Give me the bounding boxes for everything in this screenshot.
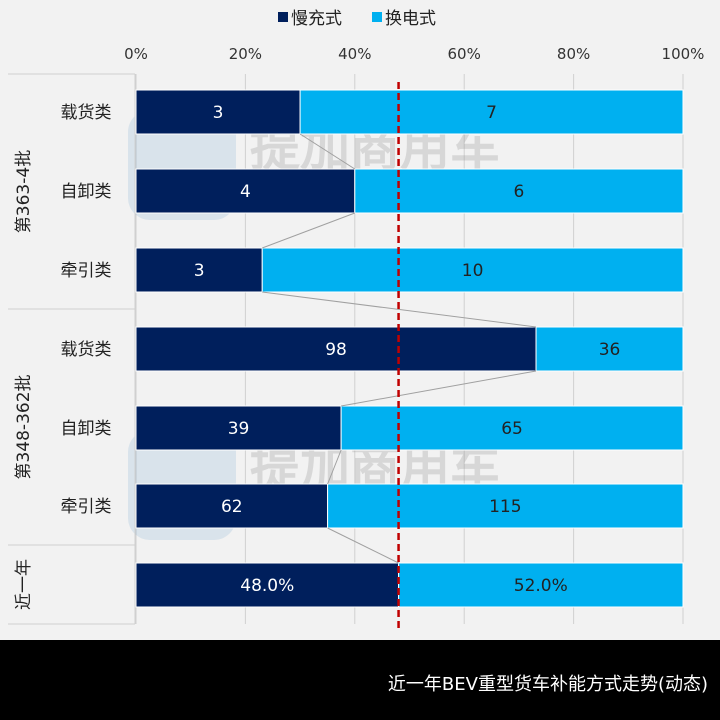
data-label-slow: 48.0% bbox=[240, 576, 294, 596]
bar-slow bbox=[135, 326, 537, 372]
x-tick-label: 80% bbox=[557, 45, 590, 63]
legend-label-slow: 慢充式 bbox=[291, 8, 342, 29]
data-label-swap: 52.0% bbox=[514, 576, 568, 596]
chart-title: 近一年BEV重型货车补能方式走势(动态) bbox=[387, 674, 708, 695]
bar-swap bbox=[261, 247, 684, 293]
bar-slow bbox=[135, 168, 356, 214]
category-label: 牵引类 bbox=[61, 261, 112, 281]
chart: 慢充式换电式0%20%40%60%80%100%提加商用车TruckHome提加… bbox=[8, 8, 705, 632]
x-tick-label: 40% bbox=[338, 45, 371, 63]
data-label-swap: 65 bbox=[501, 419, 523, 439]
bar-swap bbox=[327, 483, 684, 529]
data-label-slow: 3 bbox=[213, 103, 224, 123]
bar-swap bbox=[398, 562, 684, 608]
data-label-slow: 39 bbox=[228, 419, 250, 439]
footer-bar: 近一年BEV重型货车补能方式走势(动态) bbox=[0, 640, 720, 720]
legend-swatch-slow bbox=[278, 12, 288, 22]
category-label: 自卸类 bbox=[61, 419, 112, 439]
bar-slow bbox=[135, 89, 301, 135]
data-label-slow: 98 bbox=[325, 340, 347, 360]
bar-swap bbox=[299, 89, 684, 135]
data-label-swap: 7 bbox=[486, 103, 497, 123]
bar-slow bbox=[135, 562, 400, 608]
legend-label-swap: 换电式 bbox=[385, 9, 436, 29]
data-label-swap: 115 bbox=[489, 497, 521, 517]
bar-slow bbox=[135, 405, 342, 451]
category-label: 载货类 bbox=[61, 340, 112, 360]
legend-swatch-swap bbox=[372, 12, 382, 22]
data-label-swap: 36 bbox=[599, 340, 621, 360]
group-label: 近一年 bbox=[14, 559, 34, 610]
bar-slow bbox=[135, 247, 263, 293]
group-label: 第363-4批 bbox=[14, 150, 34, 233]
data-label-slow: 62 bbox=[221, 497, 243, 517]
group-label: 第348-362批 bbox=[14, 374, 34, 479]
bar-swap bbox=[535, 326, 684, 372]
series-connector bbox=[262, 212, 355, 249]
data-label-swap: 10 bbox=[462, 261, 484, 281]
category-label: 载货类 bbox=[61, 103, 112, 123]
x-tick-label: 0% bbox=[124, 45, 148, 63]
series-connector bbox=[262, 291, 537, 328]
x-tick-label: 100% bbox=[662, 45, 705, 63]
series-connector bbox=[299, 133, 356, 170]
x-tick-label: 20% bbox=[229, 45, 262, 63]
data-label-slow: 3 bbox=[194, 261, 205, 281]
series-connector bbox=[341, 370, 537, 407]
series-connector bbox=[327, 527, 399, 564]
series-connector bbox=[327, 449, 342, 485]
data-label-slow: 4 bbox=[240, 182, 251, 202]
category-label: 牵引类 bbox=[61, 497, 112, 517]
category-label: 自卸类 bbox=[61, 182, 112, 202]
data-label-swap: 6 bbox=[513, 182, 524, 202]
bar-swap bbox=[354, 168, 684, 214]
x-tick-label: 60% bbox=[448, 45, 481, 63]
bar-slow bbox=[135, 483, 329, 529]
